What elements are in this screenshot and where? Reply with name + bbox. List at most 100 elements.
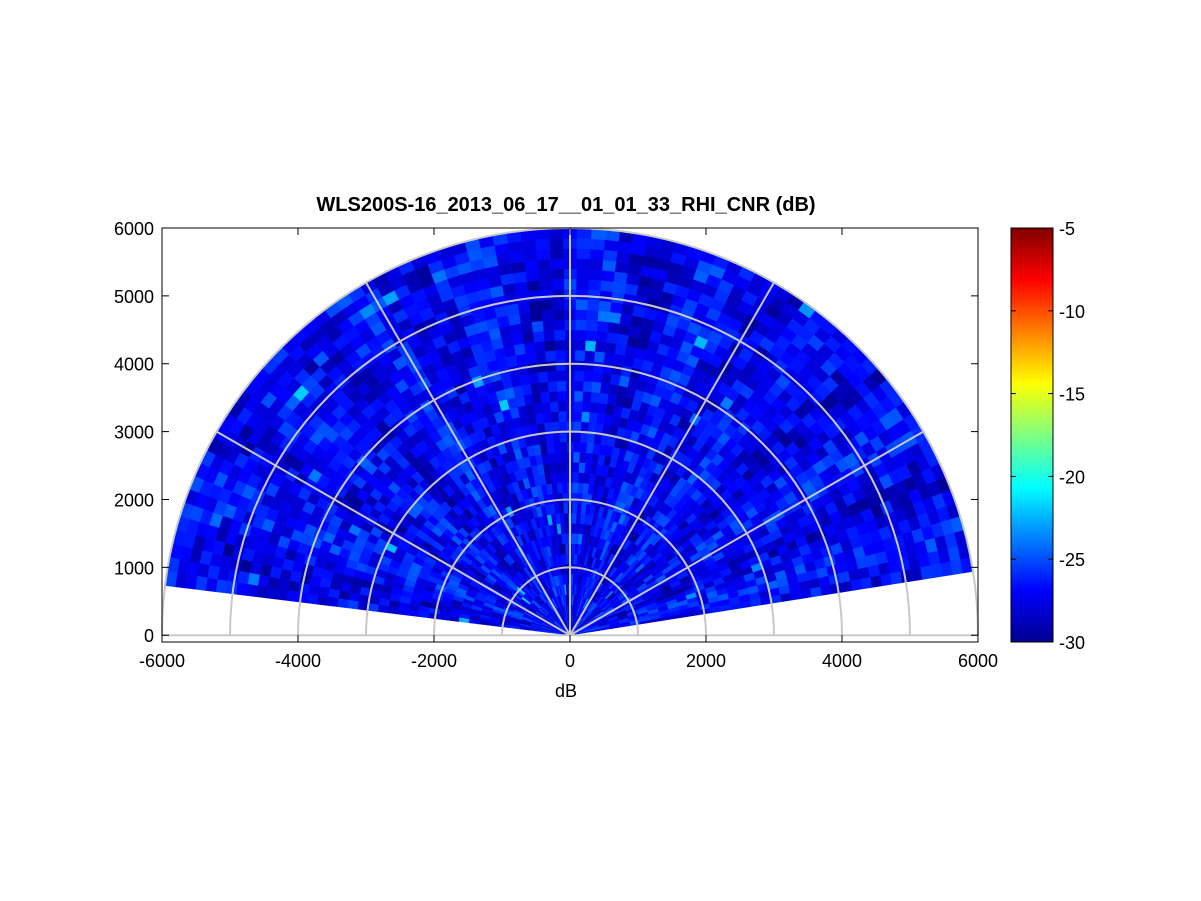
cnr-cell bbox=[588, 269, 603, 281]
cnr-cell bbox=[608, 383, 619, 396]
cnr-cell bbox=[588, 411, 598, 424]
cnr-cell bbox=[537, 371, 548, 383]
cnr-cell bbox=[509, 323, 523, 336]
cnr-cell bbox=[533, 340, 546, 353]
cnr-cell bbox=[586, 432, 596, 444]
cnr-cell bbox=[608, 311, 622, 324]
cnr-cell bbox=[602, 362, 614, 375]
chart-title: WLS200S-16_2013_06_17__01_01_33_RHI_CNR … bbox=[316, 194, 815, 216]
cnr-cell bbox=[571, 553, 575, 565]
cnr-cell bbox=[276, 588, 289, 601]
cnr-cell bbox=[266, 587, 279, 600]
cnr-cell bbox=[509, 251, 525, 264]
cnr-cell bbox=[605, 331, 619, 344]
cnr-cell bbox=[558, 411, 567, 422]
cnr-cell bbox=[523, 259, 539, 272]
cnr-cell bbox=[599, 290, 613, 302]
cnr-cell bbox=[587, 279, 602, 291]
cnr-cell bbox=[560, 451, 568, 463]
cnr-cell bbox=[590, 238, 605, 251]
colorbar-tick-label: -10 bbox=[1059, 302, 1085, 322]
cnr-cell bbox=[528, 372, 540, 385]
cnr-cell bbox=[580, 421, 589, 433]
cnr-cell bbox=[574, 339, 586, 351]
cnr-cell bbox=[548, 238, 564, 250]
cnr-cell bbox=[550, 411, 559, 423]
cnr-cell bbox=[541, 401, 551, 414]
cnr-cell bbox=[552, 309, 565, 321]
colorbar-tick-label: -5 bbox=[1059, 219, 1075, 239]
cnr-cell bbox=[586, 309, 599, 322]
cnr-cell bbox=[617, 323, 631, 336]
cnr-cell bbox=[387, 606, 399, 615]
cnr-cell bbox=[599, 382, 611, 395]
cnr-cell bbox=[591, 381, 602, 393]
cnr-cell bbox=[528, 300, 542, 313]
cnr-cell bbox=[615, 251, 631, 264]
cnr-cell bbox=[600, 280, 614, 292]
cnr-cell bbox=[336, 598, 349, 609]
cnr-cell bbox=[595, 412, 606, 425]
cnr-cell bbox=[571, 543, 576, 555]
cnr-cell bbox=[611, 363, 623, 376]
cnr-cell bbox=[511, 333, 524, 346]
cnr-cell bbox=[513, 281, 528, 294]
cnr-cell bbox=[555, 370, 566, 382]
cnr-cell bbox=[553, 319, 565, 331]
cnr-cell bbox=[597, 402, 607, 415]
cnr-cell bbox=[554, 350, 566, 361]
cnr-cell bbox=[584, 340, 596, 352]
cnr-cell bbox=[573, 431, 581, 443]
cnr-cell bbox=[515, 291, 530, 304]
y-tick-label: 0 bbox=[144, 626, 154, 646]
cnr-cell bbox=[537, 269, 552, 281]
cnr-cell bbox=[589, 258, 604, 271]
cnr-cell bbox=[574, 360, 585, 372]
cnr-cell bbox=[584, 462, 592, 474]
cnr-cell bbox=[536, 248, 551, 261]
cnr-cell bbox=[601, 259, 617, 272]
x-tick-label: -2000 bbox=[411, 651, 457, 671]
cnr-cell bbox=[552, 441, 561, 453]
cnr-cell bbox=[534, 351, 547, 363]
cnr-cell bbox=[575, 299, 588, 311]
x-tick-label: 0 bbox=[565, 651, 575, 671]
cnr-cell bbox=[552, 431, 561, 443]
angle-spoke bbox=[569, 282, 775, 636]
cnr-cell bbox=[572, 492, 578, 504]
cnr-cell bbox=[553, 452, 562, 464]
cnr-cell bbox=[578, 462, 586, 474]
cnr-cell bbox=[561, 472, 568, 483]
cnr-cell bbox=[594, 340, 607, 353]
cnr-cell bbox=[544, 350, 556, 362]
cnr-cell bbox=[575, 319, 587, 331]
cnr-cell bbox=[545, 360, 557, 372]
cnr-cell bbox=[517, 301, 531, 314]
cnr-cell bbox=[527, 290, 541, 302]
cnr-cell bbox=[860, 576, 873, 590]
cnr-cell bbox=[558, 421, 567, 433]
cnr-cell bbox=[287, 580, 300, 593]
cnr-cell bbox=[307, 584, 320, 596]
cnr-cell bbox=[592, 371, 603, 383]
cnr-cell bbox=[559, 441, 568, 453]
cnr-cell bbox=[562, 492, 568, 504]
cnr-cell bbox=[518, 311, 532, 324]
cnr-cell bbox=[598, 392, 609, 405]
cnr-cell bbox=[577, 482, 584, 494]
cnr-cell bbox=[560, 461, 568, 473]
cnr-cell bbox=[585, 319, 598, 332]
cnr-cell bbox=[550, 258, 564, 270]
cnr-cell bbox=[572, 441, 581, 453]
cnr-cell bbox=[205, 577, 218, 593]
angle-spoke bbox=[365, 282, 571, 636]
cnr-cell bbox=[571, 533, 576, 544]
cnr-cell bbox=[554, 462, 562, 474]
cnr-cell bbox=[225, 580, 238, 595]
cnr-cell bbox=[576, 258, 590, 270]
cnr-cell bbox=[572, 451, 580, 463]
x-tick-label: 4000 bbox=[822, 651, 862, 671]
colorbar-tick-label: -15 bbox=[1059, 385, 1085, 405]
cnr-cell bbox=[541, 309, 554, 322]
